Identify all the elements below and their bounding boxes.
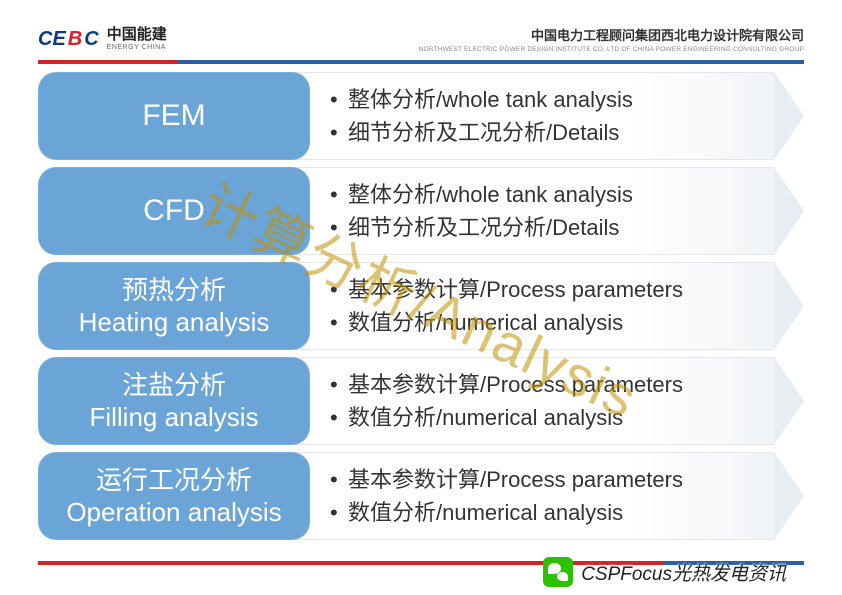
analysis-row: 注盐分析Filling analysis•基本参数计算/Process para… [38, 357, 804, 445]
bullet-item: •细节分析及工况分析/Details [330, 211, 774, 244]
category-title-cn: 运行工况分析 [96, 464, 252, 497]
bullet-dot: • [330, 273, 348, 306]
logo-mark-part2: B [68, 28, 82, 51]
bullet-item: •细节分析及工况分析/Details [330, 116, 774, 149]
arrow-head-icon [774, 262, 804, 350]
category-tab: 预热分析Heating analysis [38, 262, 310, 350]
diagram-content: FEM•整体分析/whole tank analysis•细节分析及工况分析/D… [38, 72, 804, 555]
bullet-dot: • [330, 496, 348, 529]
bullet-text: 数值分析/numerical analysis [348, 496, 623, 529]
company-name-cn: 中国电力工程顾问集团西北电力设计院有限公司 [419, 25, 804, 44]
bullet-item: •整体分析/whole tank analysis [330, 83, 774, 116]
analysis-row: 运行工况分析Operation analysis•基本参数计算/Process … [38, 452, 804, 540]
category-tab: 运行工况分析Operation analysis [38, 452, 310, 540]
arrow-head-icon [774, 452, 804, 540]
category-tab: FEM [38, 72, 310, 160]
bullet-text: 整体分析/whole tank analysis [348, 178, 633, 211]
logo-mark-part3: C [84, 28, 98, 51]
category-tab: 注盐分析Filling analysis [38, 357, 310, 445]
analysis-row: FEM •整体分析/whole tank analysis•细节分析及工况分析/D… [38, 72, 804, 160]
bullet-dot: • [330, 211, 348, 244]
arrow-body: •整体分析/whole tank analysis•细节分析及工况分析/Deta… [294, 167, 774, 255]
bullet-item: •整体分析/whole tank analysis [330, 178, 774, 211]
analysis-row: 预热分析Heating analysis•基本参数计算/Process para… [38, 262, 804, 350]
category-title-cn: 注盐分析 [122, 369, 226, 402]
bullet-item: •基本参数计算/Process parameters [330, 273, 774, 306]
bullet-item: •数值分析/numerical analysis [330, 401, 774, 434]
bullet-dot: • [330, 116, 348, 149]
category-title-en: Heating analysis [79, 306, 270, 339]
bullet-item: •基本参数计算/Process parameters [330, 463, 774, 496]
header-rule [38, 60, 804, 64]
bullet-dot: • [330, 463, 348, 496]
logo: CEBC 中国能建 ENERGY CHINA [38, 27, 167, 51]
bullet-dot: • [330, 83, 348, 116]
bullet-item: •基本参数计算/Process parameters [330, 368, 774, 401]
wechat-label: CSPFocus光热发电资讯 [581, 559, 786, 586]
logo-mark: CEBC [38, 28, 99, 51]
bullet-text: 基本参数计算/Process parameters [348, 368, 683, 401]
bullet-text: 整体分析/whole tank analysis [348, 83, 633, 116]
wechat-badge: CSPFocus光热发电资讯 [543, 557, 786, 587]
arrow-body: •整体分析/whole tank analysis•细节分析及工况分析/Deta… [294, 72, 774, 160]
bullet-text: 数值分析/numerical analysis [348, 306, 623, 339]
bullet-dot: • [330, 368, 348, 401]
category-title-en: Filling analysis [89, 401, 258, 434]
category-title-cn: 预热分析 [122, 274, 226, 307]
logo-cn: 中国能建 [107, 27, 167, 42]
category-title-en: FEM [142, 97, 205, 135]
logo-text: 中国能建 ENERGY CHINA [107, 27, 167, 51]
bullet-dot: • [330, 306, 348, 339]
logo-en: ENERGY CHINA [107, 44, 167, 51]
bullet-text: 基本参数计算/Process parameters [348, 463, 683, 496]
arrow-body: •基本参数计算/Process parameters•数值分析/numerica… [294, 452, 774, 540]
category-tab: CFD [38, 167, 310, 255]
category-title-en: Operation analysis [66, 496, 281, 529]
arrow-head-icon [774, 72, 804, 160]
arrow-body: •基本参数计算/Process parameters•数值分析/numerica… [294, 262, 774, 350]
company-name-en: NORTHWEST ELECTRIC POWER DESIGN INSTITUT… [419, 46, 804, 53]
category-title-en: CFD [143, 192, 205, 230]
bullet-item: •数值分析/numerical analysis [330, 306, 774, 339]
bullet-text: 基本参数计算/Process parameters [348, 273, 683, 306]
bullet-dot: • [330, 401, 348, 434]
wechat-icon [543, 557, 573, 587]
arrow-head-icon [774, 167, 804, 255]
bullet-text: 细节分析及工况分析/Details [348, 116, 619, 149]
company-block: 中国电力工程顾问集团西北电力设计院有限公司 NORTHWEST ELECTRIC… [419, 25, 804, 53]
bullet-text: 数值分析/numerical analysis [348, 401, 623, 434]
logo-mark-part1: CE [38, 28, 66, 51]
bullet-text: 细节分析及工况分析/Details [348, 211, 619, 244]
header: CEBC 中国能建 ENERGY CHINA 中国电力工程顾问集团西北电力设计院… [0, 0, 842, 64]
arrow-head-icon [774, 357, 804, 445]
bullet-dot: • [330, 178, 348, 211]
bullet-item: •数值分析/numerical analysis [330, 496, 774, 529]
analysis-row: CFD •整体分析/whole tank analysis•细节分析及工况分析/D… [38, 167, 804, 255]
arrow-body: •基本参数计算/Process parameters•数值分析/numerica… [294, 357, 774, 445]
